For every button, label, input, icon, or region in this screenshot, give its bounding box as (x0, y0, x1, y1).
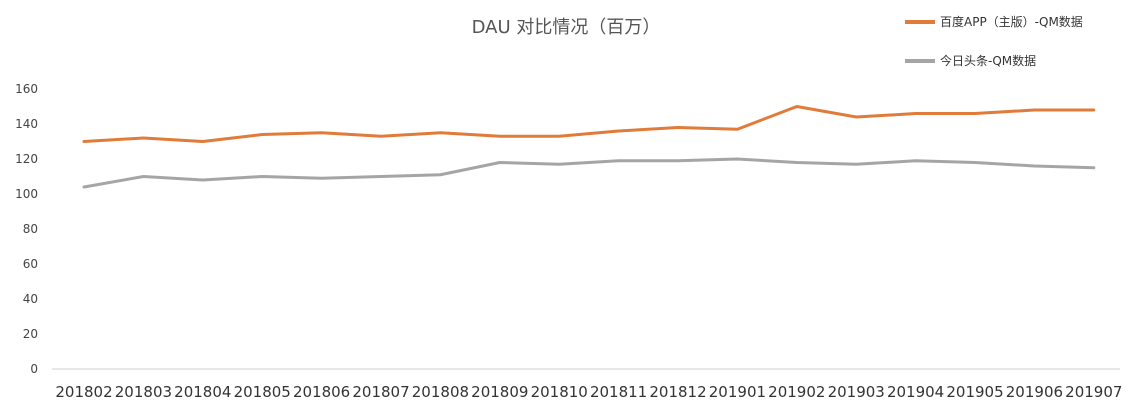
chart-title: DAU 对比情况（百万） (472, 17, 661, 38)
x-tick-label: 201902 (768, 383, 825, 401)
series-line-toutiao (82, 157, 1096, 189)
y-tick-label: 100 (15, 187, 38, 201)
series-line-baidu (82, 105, 1096, 143)
x-tick-label: 201806 (293, 383, 350, 401)
y-tick-label: 80 (23, 222, 38, 236)
series-layer (82, 105, 1096, 189)
legend-label-baidu: 百度APP（主版）-QM数据 (940, 14, 1083, 29)
legend-label-toutiao: 今日头条-QM数据 (940, 53, 1036, 68)
x-tick-label: 201903 (828, 383, 885, 401)
x-tick-label: 201808 (412, 383, 469, 401)
x-tick-label: 201803 (115, 383, 172, 401)
x-tick-label: 201901 (709, 383, 766, 401)
x-tick-label: 201906 (1006, 383, 1063, 401)
x-tick-label: 201905 (946, 383, 1003, 401)
x-tick-label: 201810 (531, 383, 588, 401)
x-tick-label: 201904 (887, 383, 944, 401)
x-axis: 201802 201803 201804 201805 201806 201807 2018… (52, 368, 1122, 401)
x-tick-label: 201812 (649, 383, 706, 401)
legend: 百度APP（主版）-QM数据 今日头条-QM数据 (905, 14, 1083, 68)
y-tick-label: 160 (15, 82, 38, 96)
y-tick-label: 60 (23, 257, 38, 271)
x-tick-label: 201811 (590, 383, 647, 401)
x-tick-label: 201804 (174, 383, 231, 401)
y-axis: 0 20 40 60 80 100 120 140 160 (15, 82, 38, 376)
x-tick-label: 201805 (234, 383, 291, 401)
y-tick-label: 0 (30, 362, 38, 376)
y-tick-label: 140 (15, 117, 38, 131)
y-tick-label: 20 (23, 327, 38, 341)
x-tick-label: 201807 (352, 383, 409, 401)
y-tick-label: 40 (23, 292, 38, 306)
y-tick-label: 120 (15, 152, 38, 166)
x-tick-label: 201802 (55, 383, 112, 401)
x-tick-label: 201907 (1065, 383, 1122, 401)
x-tick-label: 201809 (471, 383, 528, 401)
